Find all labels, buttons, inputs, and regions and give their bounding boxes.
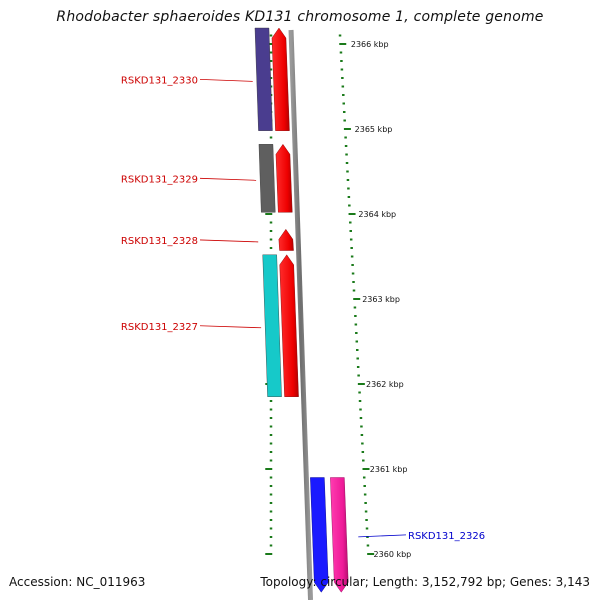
gene-label: RSKD131_2326 <box>408 531 485 542</box>
label-leader-line <box>358 534 407 538</box>
backbone-layer <box>288 29 314 600</box>
scale-label: 2363 kbp <box>362 295 400 304</box>
gene-feature <box>262 254 299 397</box>
scale-labels-layer: 2366 kbp 2365 kbp 2364 kbp 2363 kbp 2362 kbp… <box>351 40 411 559</box>
accession-text: Accession: NC_011963 <box>9 575 146 589</box>
genome-title: Rhodobacter sphaeroides KD131 chromosome… <box>56 9 544 25</box>
scale-label: 2362 kbp <box>366 380 404 389</box>
scale-label: 2365 kbp <box>355 125 393 134</box>
gene-bar <box>262 254 282 397</box>
label-leader-line <box>199 325 262 329</box>
cds-arrow <box>330 477 349 593</box>
cds-arrow <box>271 27 290 131</box>
gene-bar <box>310 477 329 593</box>
gene-label: RSKD131_2328 <box>121 236 198 247</box>
gene-label: RSKD131_2329 <box>121 174 198 185</box>
scale-ticks-right <box>338 34 375 555</box>
gene-feature <box>310 477 349 593</box>
genome-backbone <box>288 29 314 600</box>
cds-arrow <box>279 254 299 397</box>
genes-layer <box>254 27 349 593</box>
gene-labels-layer: RSKD131_2330 RSKD131_2329 RSKD131_2328 RSKD… <box>121 75 485 542</box>
gene-bar <box>254 27 273 131</box>
scale-label: 2361 kbp <box>370 465 408 474</box>
cds-arrow <box>278 228 294 251</box>
label-leader-line <box>199 78 253 82</box>
gene-feature <box>278 228 294 251</box>
scale-label: 2364 kbp <box>358 210 396 219</box>
gene-label: RSKD131_2327 <box>121 322 198 333</box>
genome-summary-text: Topology: circular; Length: 3,152,792 bp… <box>260 575 590 589</box>
cds-arrow <box>275 143 293 213</box>
gene-feature <box>258 143 293 213</box>
gene-bar <box>258 144 276 213</box>
label-leader-line <box>199 177 257 181</box>
scale-label: 2360 kbp <box>374 550 412 559</box>
label-leader-line <box>199 239 259 243</box>
gene-label: RSKD131_2330 <box>121 75 198 86</box>
gene-feature <box>254 27 290 131</box>
scale-label: 2366 kbp <box>351 40 389 49</box>
